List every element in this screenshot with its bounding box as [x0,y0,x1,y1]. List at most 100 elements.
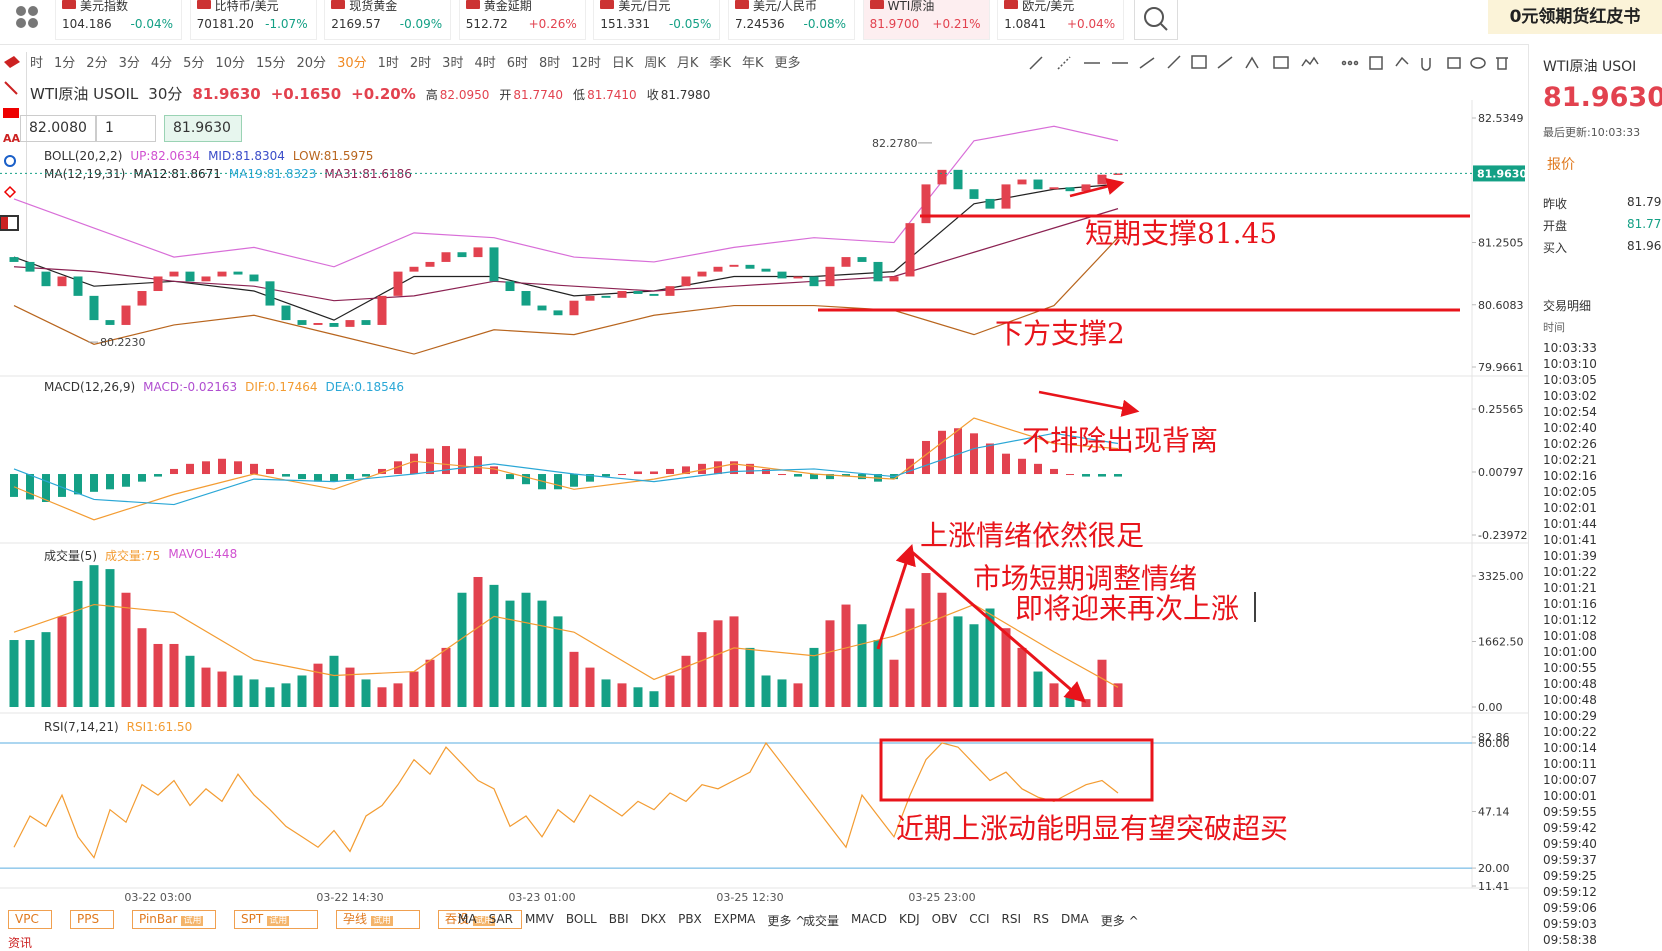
x-tick-label: 03-23 01:00 [508,891,575,904]
indicator-line [13,741,1119,859]
ticker[interactable]: 美元/人民币 7.24536 -0.08% [728,0,855,40]
indicator-button[interactable]: CCI [969,912,990,926]
ticker[interactable]: 美元/日元 151.331 -0.05% [593,0,721,40]
indicator-button[interactable]: BBI [608,912,629,926]
indicator-button[interactable]: RSI [1001,912,1021,926]
ticker[interactable]: 美元指数 104.186 -0.04% [55,0,182,40]
timeframe[interactable]: 更多 [774,56,801,71]
timeframe[interactable]: 3分 [118,56,140,71]
timeframe[interactable]: 15分 [255,56,286,71]
timeframe[interactable]: 10分 [215,56,245,71]
ad-banner[interactable]: 0元领期货红皮书 [1488,0,1662,34]
indicator-button[interactable]: 更多 ^ [767,914,806,928]
timeframe[interactable]: 1分 [54,56,76,71]
ticker[interactable]: WTI原油 81.9700 +0.21% [862,0,990,40]
timeframe[interactable]: 日K [611,56,634,71]
timeframe[interactable]: 年K [741,56,764,71]
timeframe[interactable]: 时 [30,56,44,71]
indicator-button[interactable]: OBV [931,912,958,926]
candle [137,291,147,306]
timeframe[interactable]: 5分 [183,56,205,71]
ticker[interactable]: 比特币/美元 70181.20 -1.07% [189,0,317,40]
candle [729,264,739,267]
stat-value: 81.7980 [660,88,711,102]
input-field[interactable]: 1 [96,115,156,142]
ticker-price: 1.0841 [1004,17,1047,31]
tool-icons[interactable]: AA [0,52,26,262]
indicator-button[interactable]: RS [1032,912,1049,926]
menu-icon[interactable] [14,4,40,30]
timeframe[interactable]: 季K [709,56,731,71]
indicator-button[interactable]: MMV [524,912,554,926]
symbol-name[interactable]: WTI原油 USOIL [30,85,139,103]
macd-bar [90,474,98,492]
indicator-button[interactable]: BOLL [565,912,597,926]
flag [62,0,76,9]
timeframe[interactable]: 12时 [571,56,601,71]
indicator-button[interactable]: MACD [851,912,887,926]
candle [1113,173,1123,175]
timeframe[interactable]: 周K [644,56,666,71]
timeframe[interactable]: 4时 [474,56,496,71]
timeframe[interactable]: 1时 [377,56,399,71]
candle [921,184,931,224]
arrow [1038,390,1140,417]
indicator-button[interactable]: DMA [1060,912,1089,926]
pattern-button[interactable]: 孕线 试用 [336,910,420,929]
input-field[interactable]: 82.0080 [20,115,96,142]
timeframe[interactable]: 2分 [86,56,108,71]
candle [297,320,307,325]
volume-bar [1097,659,1107,707]
pattern-button[interactable]: PinBar 试用 [132,910,216,929]
pattern-button[interactable]: 吞没 试用 [438,910,522,929]
trade-time: 10:01:21 [1543,581,1597,595]
quote-label: 昨收 [1543,197,1568,211]
volume-bar [345,667,355,707]
indicator-button[interactable]: PBX [678,912,702,926]
candle [425,261,435,267]
indicator-button[interactable]: EXPMA [713,912,756,926]
indicator-button[interactable]: 更多 ^ [1100,914,1139,928]
pattern-badge: 试用 [181,916,204,926]
trade-time: 10:00:48 [1543,693,1597,707]
timeframe[interactable]: 6时 [506,56,529,71]
macd-bar [762,468,770,475]
trade-time: 09:59:40 [1543,837,1597,851]
pattern-button[interactable]: PPS [70,910,114,929]
pattern-button[interactable]: SPT 试用 [234,910,318,929]
indicator-button[interactable]: 成交量 [803,914,840,928]
timeframe[interactable]: 月K [676,56,699,71]
pattern-button[interactable]: VPC [8,910,52,929]
macd-bar [586,474,594,482]
timeframe[interactable]: 4分 [150,56,173,71]
indicator-button[interactable]: SAR [488,912,513,926]
timeframe[interactable]: 2时 [409,56,432,71]
ticker[interactable]: 黄金延期 512.72 +0.26% [458,0,586,40]
timeframe[interactable]: 3时 [442,56,464,71]
indicator-button[interactable]: MA [458,912,477,926]
volume-bar [185,655,195,707]
side-tab[interactable]: 报价 [1547,157,1575,173]
timeframe[interactable]: 20分 [296,56,327,71]
input-field[interactable]: 81.9630 [164,115,242,142]
candle [313,323,323,325]
volume-bar [1065,695,1075,707]
timeframe[interactable]: 8时 [539,56,561,71]
macd-bar [362,474,370,477]
volume-bar [377,687,387,707]
timeframe[interactable]: 30分 [337,56,367,71]
y-tick-label: -0.23972 [1478,529,1527,542]
macd-bar [778,474,786,476]
search-button[interactable] [1134,0,1178,40]
period[interactable]: 30分 [148,85,183,103]
ticker[interactable]: 现货黄金 2169.57 -0.09% [324,0,452,40]
ticker[interactable]: 欧元/美元 1.0841 +0.04% [997,0,1125,40]
candle [617,291,627,298]
annotation: 短期支撑81.45 [1085,217,1277,250]
news-tab[interactable]: 资讯 [8,936,33,950]
indicator-button[interactable]: KDJ [899,912,920,926]
indicator-button[interactable]: DKX [640,912,667,926]
indicator-group: MA SAR MMV BOLL BBI DKX PBX EXPMA 更多 ^ [458,912,805,929]
candle [521,291,531,306]
macd-bar [1002,453,1010,475]
